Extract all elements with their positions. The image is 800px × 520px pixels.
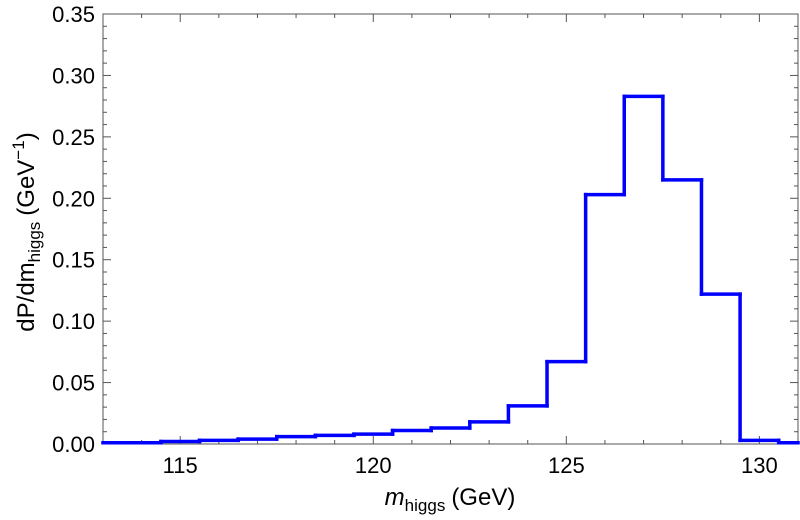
y-tick-label: 0.00 (52, 432, 95, 457)
y-axis-ticks: 0.00 0.05 0.10 0.15 0.20 0.25 0.30 0.35 (52, 2, 798, 457)
y-axis-label-unit-close: ) (13, 132, 40, 140)
y-tick-label: 0.20 (52, 186, 95, 211)
y-tick-label: 0.30 (52, 63, 95, 88)
x-axis-label-sub: higgs (405, 496, 446, 515)
x-axis-label-unit: (GeV) (451, 484, 515, 511)
x-tick-label: 115 (163, 453, 198, 478)
x-tick-label: 125 (548, 453, 585, 478)
y-axis-label: dP/dmhiggs (GeV−1) (9, 132, 44, 331)
y-axis-label-exp: −1 (9, 140, 28, 159)
histogram-series (101, 94, 800, 445)
y-axis-label-unit-open: (GeV (13, 160, 40, 216)
y-tick-label: 0.25 (52, 125, 95, 150)
minor-ticks (102, 14, 799, 444)
x-axis-label: mhiggs (GeV) (385, 484, 516, 515)
y-tick-label: 0.05 (52, 371, 95, 396)
axes-frame (102, 13, 799, 445)
y-tick-label: 0.15 (52, 248, 95, 273)
x-axis-ticks: 115 120 125 130 (163, 14, 778, 478)
x-tick-label: 130 (741, 453, 778, 478)
y-axis-label-prefix: dP/dm (13, 262, 40, 331)
x-axis-label-main: m (385, 484, 405, 511)
y-tick-label: 0.10 (52, 309, 95, 334)
x-tick-label: 120 (355, 453, 392, 478)
plot-frame (102, 13, 799, 445)
y-tick-label: 0.35 (52, 2, 95, 27)
y-axis-label-sub: higgs (25, 222, 44, 263)
